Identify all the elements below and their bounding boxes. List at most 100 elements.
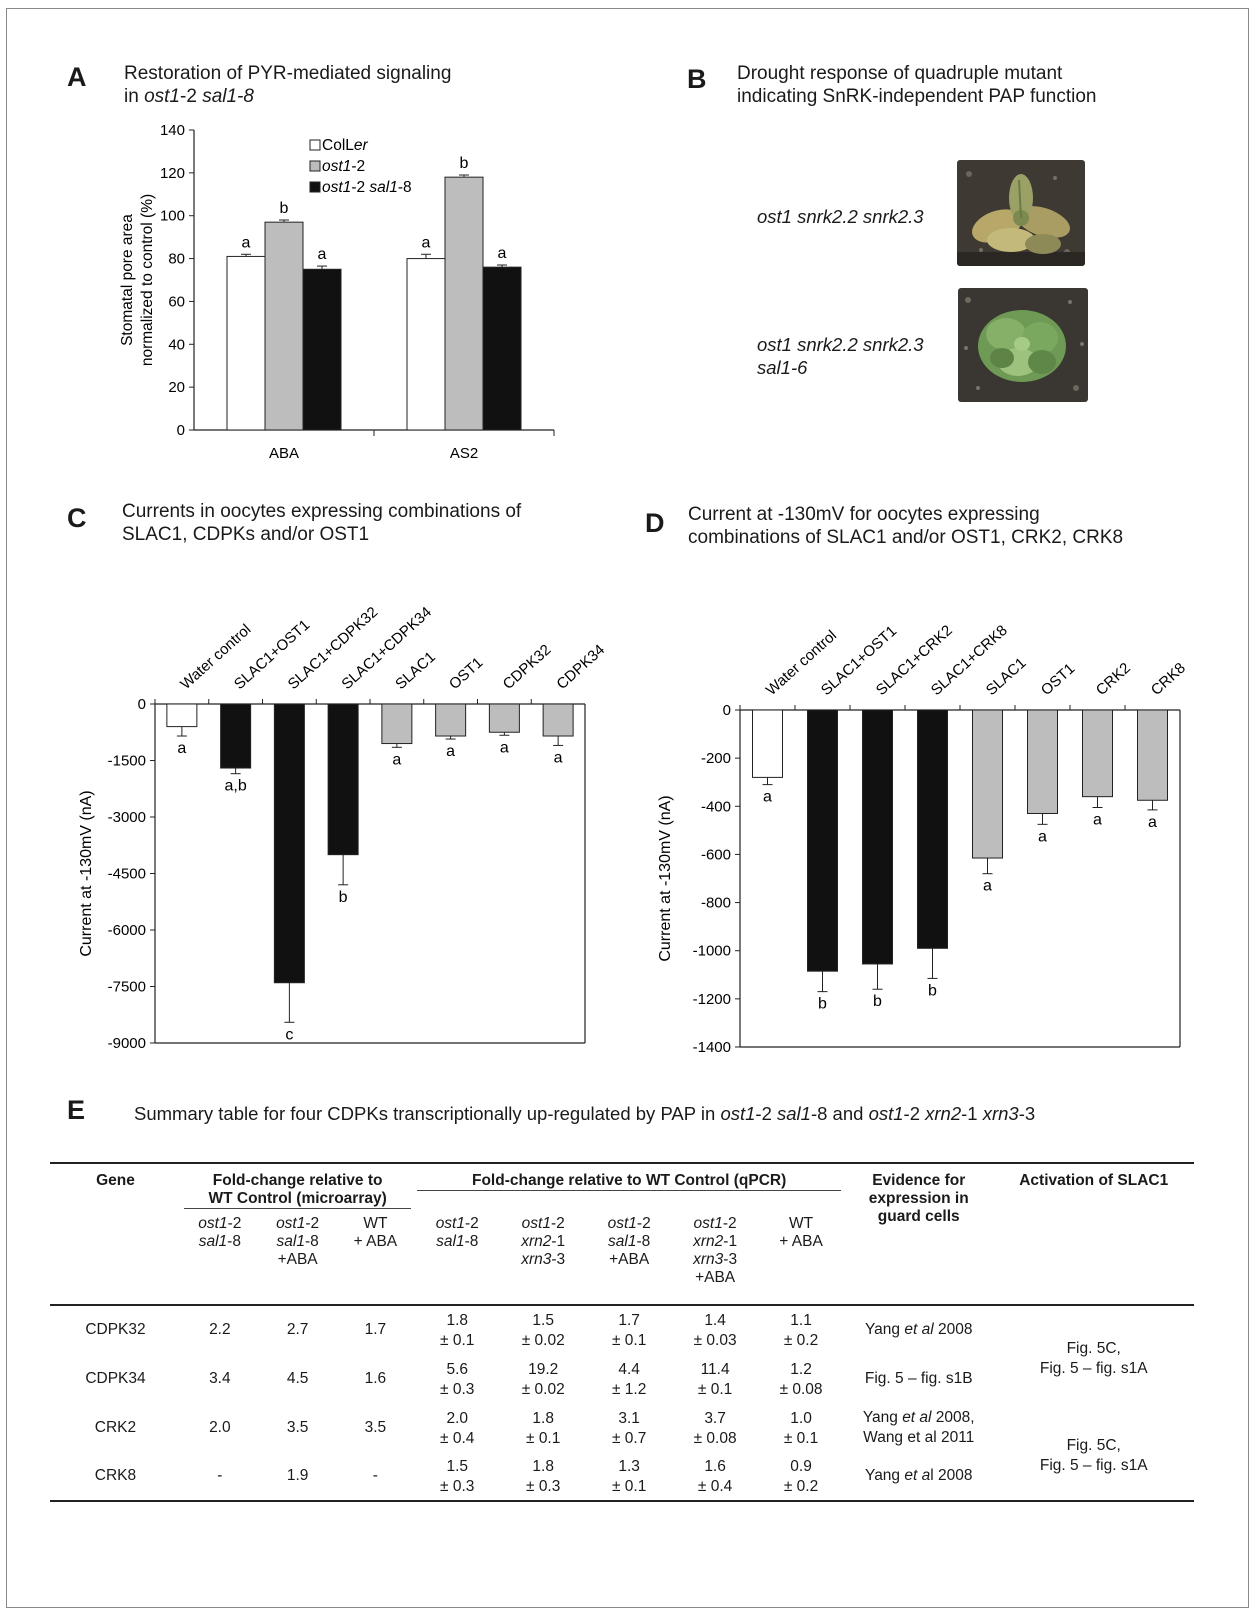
evidence-cell: Fig. 5 – fig. s1B <box>864 1369 973 1387</box>
microarray-cell: 2.2 <box>180 1304 259 1354</box>
y-tick-label: -1500 <box>108 753 146 770</box>
significance-letter: b <box>873 993 882 1010</box>
microarray-cell: 1.7 <box>336 1304 415 1354</box>
significance-letter: a <box>554 749 563 766</box>
panel-a-letter: A <box>67 62 87 92</box>
gene-cell: CDPK34 <box>85 1369 146 1387</box>
subheader-cell: WT + ABA <box>779 1215 823 1250</box>
category-label: CDPK32 <box>500 641 555 693</box>
microarray-cell: 3.5 <box>286 1418 309 1436</box>
significance-letter: a <box>1038 828 1047 845</box>
y-tick-label: 40 <box>168 336 185 353</box>
qpcr-cell: 1.5 ± 0.02 <box>500 1304 587 1354</box>
y-tick-label: -1400 <box>693 1039 731 1056</box>
microarray-cell: - <box>180 1452 259 1502</box>
qpcr-cell: 1.7 ± 0.1 <box>586 1304 673 1354</box>
subheader-cell: ost1-2 sal1-8 <box>198 1215 242 1250</box>
y-tick-label: -9000 <box>108 1035 146 1052</box>
y-tick-label: 120 <box>160 165 185 182</box>
wilted-plant-photo <box>957 160 1085 266</box>
microarray-cell: 1.6 <box>364 1369 387 1387</box>
healthy-plant-photo <box>958 288 1088 402</box>
bar <box>488 703 520 733</box>
qpcr-cell: 1.8 ± 0.1 <box>414 1304 501 1354</box>
bar <box>327 703 359 856</box>
category-label: CDPK34 <box>553 641 608 693</box>
qpcr-cell: 1.6 ± 0.4 <box>672 1452 759 1502</box>
evidence-cell: Yang et al 2008, Wang et al 2011 <box>862 1408 975 1446</box>
panel-d-title: Current at -130mV for oocytes expressing… <box>688 504 1124 548</box>
y-tick-label: -800 <box>701 895 731 912</box>
subheader-cell: ost1-2 sal1-8 +ABA <box>276 1215 320 1268</box>
category-label: SLAC1+CDPK34 <box>338 604 435 693</box>
significance-letter: a <box>1148 814 1157 831</box>
qpcr-cell: 1.8 ± 0.3 <box>500 1452 587 1502</box>
qpcr-cell: 1.1 ± 0.2 <box>758 1304 845 1354</box>
significance-letter: a <box>392 751 401 768</box>
category-label: CRK2 <box>1093 660 1134 699</box>
y-tick-label: 0 <box>177 422 185 439</box>
y-tick-label: 80 <box>168 251 185 268</box>
subheader-cell: ost1-2 xrn2-1 xrn3-3 <box>521 1215 566 1268</box>
significance-letter: a <box>318 246 327 263</box>
bar <box>542 703 574 737</box>
y-tick-label: -400 <box>701 798 731 815</box>
qpcr-cell: 1.8 ± 0.1 <box>526 1409 561 1447</box>
y-tick-label: -1000 <box>693 943 731 960</box>
bar <box>1027 709 1058 815</box>
significance-letter: a <box>177 740 186 757</box>
panel-e-letter: E <box>67 1095 86 1125</box>
y-tick-label: -4500 <box>108 866 146 883</box>
legend-swatch <box>309 160 321 172</box>
legend-label: ost1-2 sal1-8 <box>322 179 412 196</box>
y-tick-label: 100 <box>160 208 185 225</box>
qpcr-cell: 11.4 ± 0.1 <box>697 1360 733 1398</box>
microarray-cell: 4.5 <box>286 1369 309 1387</box>
category-label: OST1 <box>446 654 486 693</box>
significance-letter: b <box>928 982 937 999</box>
header-microarray: Fold-change relative to WT Control (micro… <box>180 1162 415 1209</box>
significance-letter: a <box>500 739 509 756</box>
bar <box>1137 709 1168 801</box>
microarray-cell: 3.4 <box>209 1369 231 1387</box>
y-tick-label: 140 <box>160 122 185 139</box>
significance-letter: a <box>1093 811 1102 828</box>
bar <box>226 255 266 431</box>
qpcr-cell: 1.2 ± 0.08 <box>779 1360 823 1398</box>
legend-label: ost1-2 <box>322 158 365 175</box>
category-label: CRK8 <box>1148 660 1189 699</box>
qpcr-cell: 4.4 ± 1.2 <box>611 1360 647 1398</box>
gene-cell: CRK8 <box>50 1452 181 1502</box>
category-label: SLAC1+CDPK32 <box>285 604 382 693</box>
x-tick-label: AS2 <box>450 445 478 462</box>
y-tick-label: -6000 <box>108 922 146 939</box>
panel-c-letter: C <box>67 503 87 533</box>
qpcr-cell: 1.3 ± 0.1 <box>586 1452 673 1502</box>
significance-letter: b <box>339 889 348 906</box>
subheader-cell: ost1-2 xrn2-1 xrn3-3 +ABA <box>693 1215 738 1286</box>
bar <box>482 266 522 431</box>
significance-letter: a <box>422 234 431 251</box>
bar <box>435 703 467 737</box>
microarray-cell: 2.0 <box>209 1418 231 1436</box>
significance-letter: a <box>446 743 455 760</box>
microarray-cell: 3.5 <box>364 1418 387 1436</box>
panel-c-title: Currents in oocytes expressing combinati… <box>122 501 522 545</box>
bar <box>406 258 446 431</box>
y-tick-label: 60 <box>168 293 185 310</box>
header-activation: Activation of SLAC1 <box>993 1162 1194 1305</box>
panel-d-letter: D <box>645 508 665 538</box>
qpcr-cell: 3.1 ± 0.7 <box>611 1409 647 1447</box>
legend-swatch <box>309 139 321 151</box>
qpcr-cell: 1.5 ± 0.3 <box>414 1452 501 1502</box>
y-axis-label: Current at -130mV (nA) <box>78 790 95 956</box>
microarray-cell: 1.9 <box>258 1452 337 1502</box>
x-tick-label: ABA <box>269 445 299 462</box>
bar <box>273 703 305 984</box>
activation-cell: Fig. 5C, Fig. 5 – fig. s1A <box>993 1403 1194 1502</box>
bar <box>752 709 783 778</box>
qpcr-cell: 1.4 ± 0.03 <box>672 1304 759 1354</box>
evidence-cell: Yang et al 2008 <box>844 1304 994 1354</box>
subheader-cell: WT + ABA <box>353 1215 398 1250</box>
y-tick-label: 20 <box>168 379 185 396</box>
